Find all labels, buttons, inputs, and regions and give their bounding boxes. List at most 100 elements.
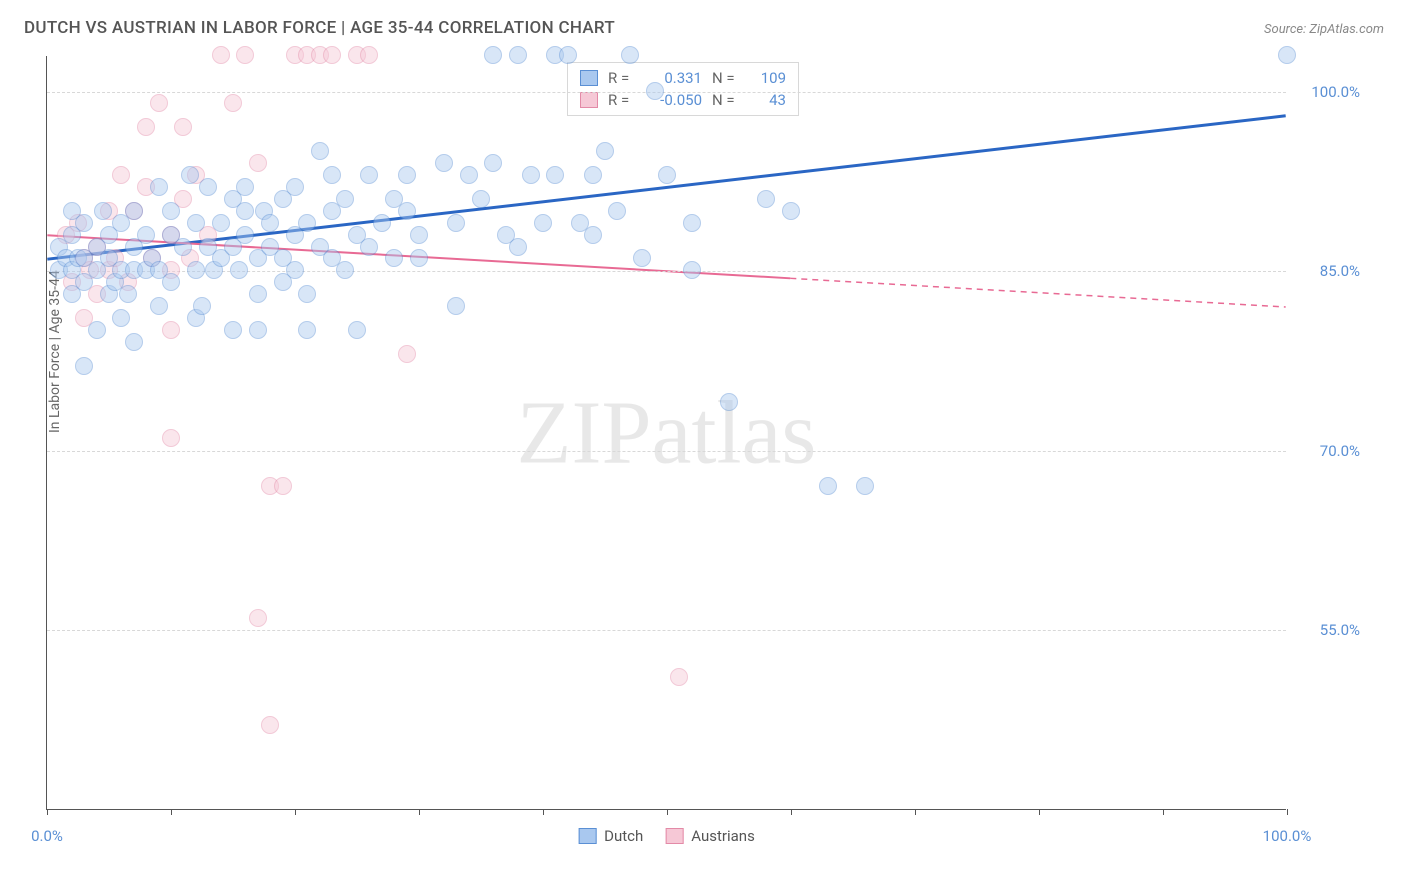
scatter-point: [410, 226, 428, 244]
scatter-point: [150, 178, 168, 196]
scatter-point: [584, 166, 602, 184]
scatter-point: [435, 154, 453, 172]
legend-n-label: N =: [712, 91, 742, 109]
legend-r-label: R =: [608, 69, 636, 87]
scatter-point: [683, 214, 701, 232]
scatter-point: [236, 202, 254, 220]
legend-item: Dutch: [578, 827, 643, 845]
scatter-point: [298, 321, 316, 339]
scatter-point: [608, 202, 626, 220]
scatter-point: [181, 166, 199, 184]
y-tick-label: 100.0%: [1311, 83, 1360, 101]
scatter-point: [484, 46, 502, 64]
scatter-point: [125, 333, 143, 351]
scatter-point: [646, 82, 664, 100]
scatter-point: [187, 214, 205, 232]
scatter-point: [360, 166, 378, 184]
y-tick-label: 55.0%: [1320, 621, 1360, 639]
x-tick-mark: [667, 809, 668, 815]
scatter-point: [596, 142, 614, 160]
scatter-point: [509, 46, 527, 64]
legend-n-label: N =: [712, 69, 742, 87]
scatter-point: [224, 94, 242, 112]
scatter-point: [249, 285, 267, 303]
scatter-point: [856, 477, 874, 495]
legend-item: Austrians: [665, 827, 755, 845]
x-tick-label: 100.0%: [1263, 827, 1312, 845]
scatter-point: [323, 46, 341, 64]
scatter-point: [720, 393, 738, 411]
scatter-point: [621, 46, 639, 64]
scatter-point: [150, 94, 168, 112]
legend-correlation: R =0.331N =109R =-0.050N =43: [567, 62, 799, 116]
x-tick-mark: [295, 809, 296, 815]
scatter-point: [472, 190, 490, 208]
y-tick-label: 85.0%: [1320, 262, 1360, 280]
x-tick-mark: [1287, 809, 1288, 815]
scatter-point: [212, 46, 230, 64]
scatter-point: [75, 214, 93, 232]
x-tick-mark: [1163, 809, 1164, 815]
scatter-point: [119, 285, 137, 303]
scatter-point: [509, 238, 527, 256]
scatter-point: [286, 178, 304, 196]
scatter-point: [460, 166, 478, 184]
scatter-point: [584, 226, 602, 244]
legend-series-name: Austrians: [691, 827, 755, 845]
scatter-point: [75, 357, 93, 375]
x-tick-mark: [915, 809, 916, 815]
scatter-point: [249, 609, 267, 627]
scatter-point: [162, 273, 180, 291]
plot-area: In Labor Force | Age 35-44 ZIPatlas R =0…: [46, 56, 1286, 810]
scatter-point: [522, 166, 540, 184]
scatter-point: [348, 321, 366, 339]
scatter-point: [274, 477, 292, 495]
scatter-point: [410, 249, 428, 267]
scatter-point: [193, 297, 211, 315]
scatter-point: [298, 285, 316, 303]
scatter-point: [323, 166, 341, 184]
scatter-point: [94, 202, 112, 220]
scatter-point: [88, 321, 106, 339]
legend-n-value: 109: [752, 69, 786, 87]
scatter-point: [398, 345, 416, 363]
scatter-point: [174, 118, 192, 136]
gridline-h: [47, 451, 1286, 452]
gridline-h: [47, 92, 1286, 93]
scatter-point: [125, 202, 143, 220]
scatter-point: [819, 477, 837, 495]
scatter-point: [398, 202, 416, 220]
scatter-point: [187, 261, 205, 279]
scatter-point: [199, 178, 217, 196]
legend-n-value: 43: [752, 91, 786, 109]
scatter-point: [261, 716, 279, 734]
scatter-point: [1278, 46, 1296, 64]
regression-line-dashed: [790, 278, 1285, 307]
scatter-point: [559, 46, 577, 64]
scatter-point: [546, 166, 564, 184]
scatter-point: [212, 214, 230, 232]
legend-series: Dutch Austrians: [578, 827, 755, 845]
scatter-point: [311, 142, 329, 160]
legend-swatch: [665, 828, 683, 844]
scatter-point: [112, 309, 130, 327]
scatter-point: [261, 214, 279, 232]
scatter-point: [249, 321, 267, 339]
scatter-point: [336, 190, 354, 208]
scatter-point: [534, 214, 552, 232]
x-tick-mark: [171, 809, 172, 815]
scatter-point: [447, 214, 465, 232]
scatter-point: [447, 297, 465, 315]
scatter-point: [162, 429, 180, 447]
scatter-point: [670, 668, 688, 686]
scatter-point: [236, 226, 254, 244]
legend-series-name: Dutch: [604, 827, 643, 845]
scatter-point: [137, 226, 155, 244]
scatter-point: [150, 297, 168, 315]
scatter-point: [112, 166, 130, 184]
scatter-point: [162, 321, 180, 339]
scatter-point: [174, 238, 192, 256]
scatter-point: [658, 166, 676, 184]
x-tick-mark: [419, 809, 420, 815]
scatter-point: [683, 261, 701, 279]
